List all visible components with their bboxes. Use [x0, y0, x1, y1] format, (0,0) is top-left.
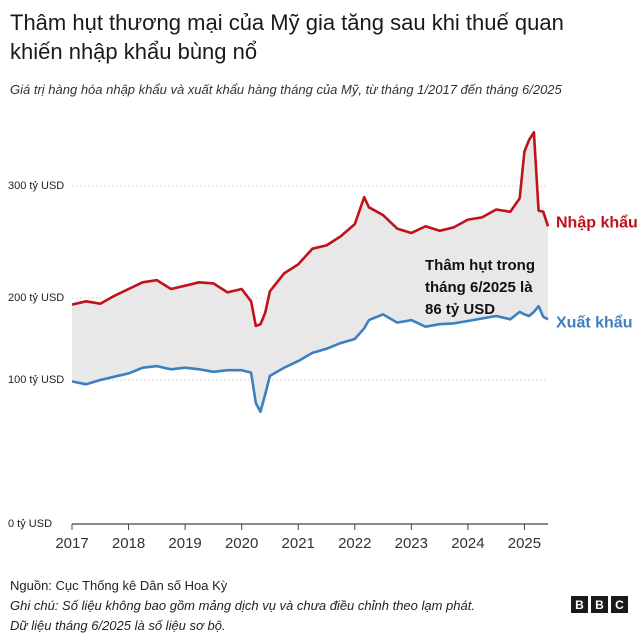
imports-series-label: Nhập khẩu — [556, 213, 638, 231]
y-tick-label: 200 tỷ USD — [8, 292, 64, 304]
x-tick-label: 2025 — [508, 535, 541, 552]
bbc-logo: B B C — [571, 596, 628, 613]
y-tick-label: 100 tỷ USD — [8, 374, 64, 386]
x-axis: 2017 2018 2019 2020 2021 2022 2023 2024 2025 — [55, 523, 548, 552]
deficit-shaded-area — [72, 132, 548, 412]
x-tick-label: 2019 — [168, 535, 201, 552]
imports-series-line — [71, 131, 550, 328]
x-tick-label: 2023 — [395, 535, 428, 552]
x-tick-label: 2020 — [225, 535, 258, 552]
bbc-logo-letter-3: C — [611, 596, 628, 613]
deficit-annotation-line-2: tháng 6/2025 là — [425, 279, 533, 296]
x-tick-label: 2018 — [112, 535, 145, 552]
bbc-logo-letter-2: B — [591, 596, 608, 613]
x-tick-label: 2017 — [55, 535, 88, 552]
exports-series-label: Xuất khẩu — [556, 313, 632, 331]
chart-title-line-2: khiến nhập khẩu bùng nổ — [10, 39, 258, 64]
note-text-1: Ghi chú: Số liệu không bao gồm mảng dịch… — [10, 598, 475, 613]
y-tick-label: 300 tỷ USD — [8, 180, 64, 192]
y-tick-label: 0 tỷ USD — [8, 518, 52, 530]
chart-title-line-1: Thâm hụt thương mại của Mỹ gia tăng sau … — [10, 10, 564, 35]
labels: Nhập khẩu Xuất khẩu Thâm hụt trong tháng 6/… — [425, 213, 638, 331]
x-tick-label: 2022 — [338, 535, 371, 552]
chart-subtitle: Giá trị hàng hóa nhập khẩu và xuất khẩu … — [10, 82, 562, 97]
x-tick-label: 2024 — [451, 535, 484, 552]
chart-title: Thâm hụt thương mại của Mỹ gia tăng sau … — [10, 8, 630, 66]
source-text: Nguồn: Cục Thống kê Dân số Hoa Kỳ — [10, 578, 228, 593]
bbc-logo-letter-1: B — [571, 596, 588, 613]
x-tick-label: 2021 — [282, 535, 315, 552]
deficit-annotation-line-1: Thâm hụt trong — [425, 257, 535, 274]
footer: Nguồn: Cục Thống kê Dân số Hoa Kỳ Ghi ch… — [10, 576, 550, 636]
note-text-2: Dữ liệu tháng 6/2025 là số liệu sơ bộ. — [10, 618, 226, 633]
exports-series-line — [71, 304, 549, 413]
deficit-annotation-line-3: 86 tỷ USD — [425, 301, 495, 318]
